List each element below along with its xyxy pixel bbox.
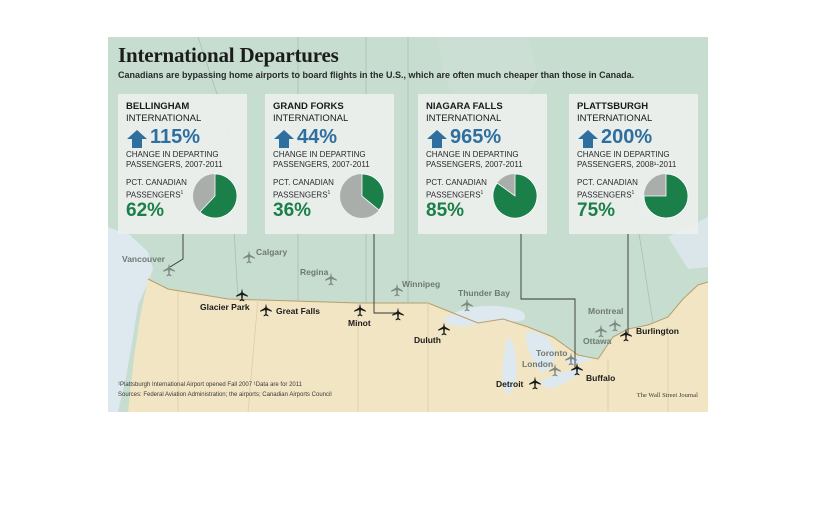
change-value: 115%	[150, 126, 201, 148]
city-label-montreal: Montreal	[588, 306, 624, 316]
lake-superior	[443, 305, 526, 327]
leader-line-grand-forks	[373, 234, 396, 314]
pie-slice-canadian	[643, 173, 689, 219]
city-label-london: London	[522, 359, 554, 369]
pct-value: 36%	[273, 200, 312, 221]
airplane-icon	[162, 263, 176, 277]
pie-chart	[340, 173, 385, 218]
pacific-ocean	[108, 227, 153, 412]
airport-card-grand-forks: GRAND FORKS INTERNATIONAL 44% CHANGE IN …	[265, 94, 394, 234]
change-label: CHANGE IN DEPARTING PASSENGERS, 2007-201…	[126, 150, 223, 169]
airport-type: INTERNATIONAL	[126, 113, 202, 124]
leader-lines	[169, 234, 629, 367]
pct-value: 62%	[126, 200, 165, 221]
airplane-icon	[608, 318, 622, 332]
up-arrow-icon	[427, 130, 447, 148]
pct-label-note: 1	[327, 190, 331, 196]
airplane-icon	[353, 303, 367, 317]
city-label-calgary: Calgary	[256, 247, 288, 257]
pie-chart	[492, 173, 538, 219]
change-value: 44%	[297, 126, 338, 148]
city-label-ottawa: Ottawa	[583, 336, 612, 346]
pie-slice-canadian	[199, 173, 238, 219]
city-label-vancouver: Vancouver	[122, 254, 165, 264]
airplane-icon	[570, 362, 584, 376]
airplane-icon	[460, 298, 474, 312]
credit: The Wall Street Journal	[636, 392, 698, 399]
airport-name: BELLINGHAM	[126, 101, 190, 112]
airplane-icon	[564, 352, 578, 366]
state-boundaries	[177, 292, 669, 412]
map-title: International Departures	[118, 43, 339, 67]
airplane-icon	[324, 272, 338, 286]
footnote: ¹Plattsburgh International Airport opene…	[118, 382, 303, 388]
airport-type: INTERNATIONAL	[577, 113, 653, 124]
airplane-icon	[259, 303, 273, 317]
airport-name: PLATTSBURGH	[577, 101, 649, 112]
lake-huron	[526, 331, 555, 372]
city-label-thunder-bay: Thunder Bay	[458, 288, 510, 298]
pie-slice-canadian	[492, 173, 538, 219]
infographic: International Departures Canadians are b…	[108, 37, 708, 412]
lake-erie	[540, 369, 581, 388]
airport-name: GRAND FORKS	[273, 101, 344, 112]
change-label: CHANGE IN DEPARTING PASSENGERS, 2007-201…	[426, 150, 523, 169]
airport-card-bellingham: BELLINGHAM INTERNATIONAL 115% CHANGE IN …	[118, 94, 247, 234]
airplane-icon	[619, 328, 633, 342]
pie-chart	[193, 173, 238, 219]
city-label-regina: Regina	[300, 267, 329, 277]
airplane-icon	[242, 250, 256, 264]
leader-line-bellingham	[169, 234, 184, 268]
pct-label-note: 1	[480, 190, 484, 196]
airport-card-plattsburgh: PLATTSBURGH INTERNATIONAL 200% CHANGE IN…	[569, 94, 698, 234]
airplane-icon	[548, 363, 562, 377]
airport-name: NIAGARA FALLS	[426, 101, 503, 112]
pct-label-note: 1	[180, 190, 184, 196]
pct-label: PCT. CANADIAN PASSENGERS1	[577, 178, 638, 200]
change-value: 200%	[601, 126, 653, 148]
pct-value: 75%	[577, 200, 616, 221]
city-label-great-falls: Great Falls	[276, 306, 320, 316]
city-label-burlington: Burlington	[636, 326, 679, 336]
city-label-glacier-park: Glacier Park	[200, 302, 250, 312]
airport-type: INTERNATIONAL	[426, 113, 502, 124]
leader-line-niagara	[520, 234, 576, 367]
pie-chart	[643, 173, 689, 219]
atlantic-coast	[668, 217, 708, 269]
airplane-icon	[391, 307, 405, 321]
map-subtitle: Canadians are bypassing home airports to…	[118, 70, 635, 80]
pct-label: PCT. CANADIAN PASSENGERS1	[426, 178, 487, 200]
airplane-icon	[594, 324, 608, 338]
city-label-duluth: Duluth	[414, 335, 441, 345]
lake-michigan	[502, 337, 517, 394]
up-arrow-icon	[274, 130, 294, 148]
airplane-icon	[235, 288, 249, 302]
pct-label: PCT. CANADIAN PASSENGERS1	[126, 178, 187, 200]
change-value: 965%	[450, 126, 502, 148]
pct-label: PCT. CANADIAN PASSENGERS1	[273, 178, 334, 200]
airplane-icon	[528, 376, 542, 390]
city-label-detroit: Detroit	[496, 379, 524, 389]
city-label-minot: Minot	[348, 318, 371, 328]
pie-slice-canadian	[361, 173, 385, 211]
airport-type: INTERNATIONAL	[273, 113, 349, 124]
sources: Sources: Federal Aviation Administration…	[118, 392, 332, 398]
up-arrow-icon	[127, 130, 147, 148]
change-label: CHANGE IN DEPARTING PASSENGERS, 2007-201…	[273, 150, 370, 169]
airplane-icon	[390, 283, 404, 297]
up-arrow-icon	[578, 130, 598, 148]
city-label-toronto: Toronto	[536, 348, 568, 358]
airport-card-niagara-falls: NIAGARA FALLS INTERNATIONAL 965% CHANGE …	[418, 94, 547, 234]
city-label-winnipeg: Winnipeg	[402, 279, 441, 289]
pct-value: 85%	[426, 200, 465, 221]
change-label: CHANGE IN DEPARTING PASSENGERS, 2008¹-20…	[577, 150, 677, 169]
pct-label-note: 1	[631, 190, 635, 196]
city-label-buffalo: Buffalo	[586, 373, 616, 383]
airplane-icon	[437, 322, 451, 336]
